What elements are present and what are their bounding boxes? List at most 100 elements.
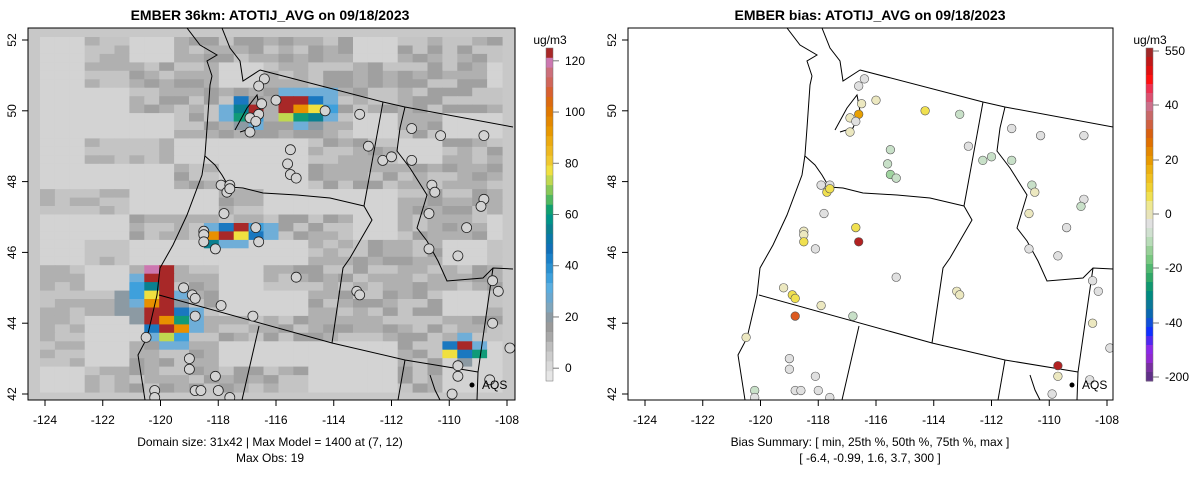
grid-cell [69, 231, 86, 241]
left-y-tick-label: 52 [5, 33, 19, 47]
grid-cell [293, 214, 309, 224]
grid-cell [472, 239, 488, 249]
grid-cell [144, 239, 160, 249]
grid-cell [412, 324, 429, 334]
grid-cell [278, 206, 294, 216]
grid-cell [144, 349, 160, 359]
grid-cell [338, 248, 354, 258]
bias-station-marker [825, 392, 835, 400]
colorbar-segment [546, 106, 553, 118]
right-map-title: EMBER bias: ATOTIJ_AVG on 09/18/2023 [734, 7, 1005, 23]
grid-cell [174, 307, 190, 317]
grid-cell [472, 37, 488, 47]
grid-cell [174, 248, 190, 258]
grid-cell [323, 155, 339, 165]
grid-cell [442, 256, 458, 266]
grid-cell [353, 53, 369, 63]
grid-cell [278, 341, 294, 351]
grid-cell [293, 307, 309, 317]
grid-cell [233, 299, 250, 309]
grid-cell [278, 349, 294, 359]
grid-cell [397, 265, 414, 275]
grid-cell [69, 113, 86, 123]
grid-cell [382, 290, 399, 300]
grid-cell [174, 163, 190, 173]
grid-cell [293, 375, 309, 385]
grid-cell [397, 231, 414, 241]
grid-cell [69, 358, 86, 368]
grid-cell [412, 265, 429, 275]
grid-cell [353, 172, 369, 182]
grid-cell [382, 299, 399, 309]
grid-cell [129, 130, 145, 140]
grid-cell [472, 189, 488, 199]
grid-cell [233, 223, 250, 233]
colorbar-segment [1146, 201, 1153, 211]
grid-cell [278, 70, 294, 80]
bias-station-marker [810, 244, 821, 254]
grid-cell [397, 138, 414, 148]
grid-cell [457, 349, 473, 359]
colorbar-segment [546, 87, 553, 98]
grid-cell [159, 214, 175, 224]
grid-cell [114, 332, 130, 342]
grid-cell [144, 332, 160, 342]
grid-cell [114, 113, 130, 123]
grid-cell [442, 231, 458, 241]
grid-cell [129, 366, 145, 376]
grid-cell [263, 104, 279, 114]
grid-cell [412, 172, 429, 182]
grid-cell [69, 197, 86, 207]
grid-cell [248, 341, 265, 351]
bias-station-marker [1087, 276, 1098, 286]
grid-cell [248, 62, 265, 72]
grid-cell [69, 383, 86, 393]
grid-cell [69, 163, 86, 173]
grid-cell [203, 248, 220, 258]
grid-cell [278, 62, 294, 72]
grid-cell [54, 349, 71, 359]
grid-cell [397, 341, 414, 351]
left-y-tick-label: 46 [5, 245, 19, 259]
grid-cell [263, 366, 279, 376]
grid-cell [99, 256, 116, 266]
grid-cell [84, 113, 101, 123]
grid-cell [144, 341, 160, 351]
grid-cell [293, 231, 309, 241]
grid-cell [69, 206, 86, 216]
grid-cell [397, 332, 414, 342]
grid-cell [129, 248, 145, 258]
grid-cell [189, 45, 205, 55]
grid-cell [278, 366, 294, 376]
grid-cell [84, 223, 101, 233]
bias-station-marker [1007, 123, 1017, 134]
grid-cell [263, 214, 279, 224]
grid-cell [189, 70, 205, 80]
grid-cell [233, 349, 250, 359]
grid-cell [69, 53, 86, 63]
grid-cell [293, 79, 309, 89]
grid-cell [99, 324, 116, 334]
grid-cell [99, 375, 116, 385]
grid-cell [159, 113, 175, 123]
grid-cell [40, 146, 56, 156]
grid-cell [278, 290, 294, 300]
grid-cell [397, 45, 414, 55]
grid-cell [203, 172, 220, 182]
grid-cell [353, 299, 369, 309]
grid-cell [40, 239, 56, 249]
colorbar-segment [1146, 174, 1153, 184]
grid-cell [248, 375, 265, 385]
colorbar-segment [546, 234, 553, 245]
grid-cell [382, 214, 399, 224]
columbia-river [804, 155, 965, 207]
right-x-tick-label: -122 [691, 413, 715, 427]
grid-cell [174, 172, 190, 182]
grid-cell [203, 383, 220, 393]
bias-station-marker [741, 332, 751, 343]
grid-cell [323, 104, 339, 114]
grid-cell [472, 146, 488, 156]
grid-cell [338, 163, 354, 173]
grid-cell [84, 53, 101, 63]
station-marker [362, 140, 374, 152]
